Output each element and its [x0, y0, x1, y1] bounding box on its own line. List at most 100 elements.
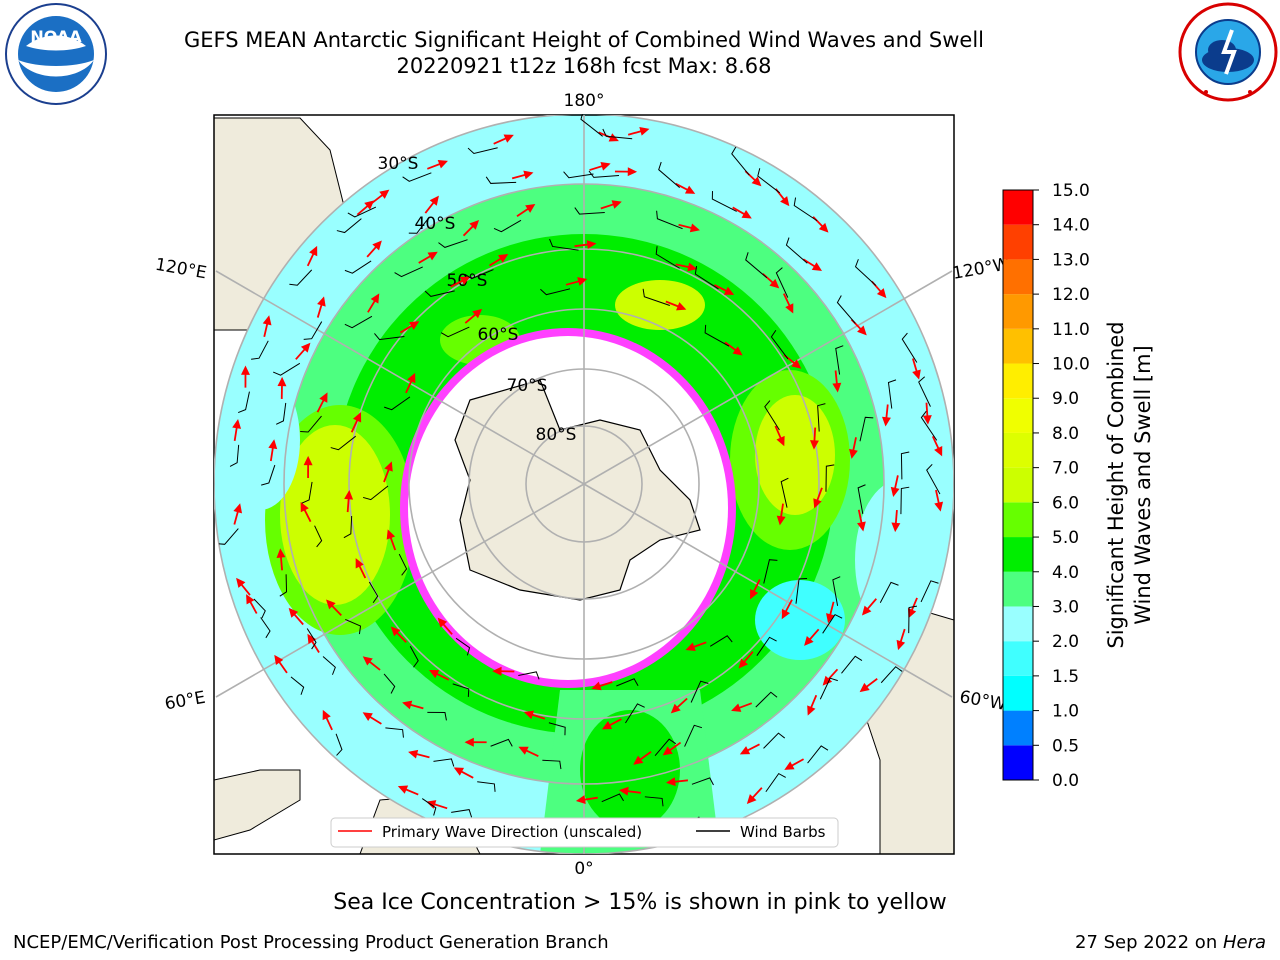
wind-barb [832, 576, 841, 606]
wave-arrow-head [523, 170, 534, 180]
wind-barb [438, 239, 468, 248]
wind-barb [451, 809, 473, 818]
wind-barb [835, 345, 844, 375]
wind-barb [383, 673, 396, 694]
wind-barb [314, 525, 323, 548]
wind-barb [756, 636, 777, 656]
wind-barb [857, 484, 866, 514]
wave-arrow-head [832, 382, 842, 393]
colorbar-segment [1003, 294, 1033, 329]
wave-arrow-head [876, 288, 887, 299]
wave-arrow-head [379, 189, 390, 199]
wave-arrow-head [666, 777, 676, 787]
wind-barb [711, 191, 737, 212]
colorbar-tick-label: 6.0 [1052, 493, 1079, 513]
wind-barb [374, 333, 405, 341]
colorbar-border [1002, 189, 1034, 781]
wave-arrow-head [362, 656, 373, 666]
wind-barb [335, 733, 343, 756]
colorbar-segment [1003, 571, 1033, 607]
wave-arrow-head [303, 455, 313, 466]
wave-arrow-head [689, 223, 700, 233]
wave-arrow-head [857, 521, 866, 532]
wave-arrow-head [322, 709, 331, 721]
lat-label-50s: 50°S [447, 271, 488, 291]
wave-arrow-head [309, 245, 318, 257]
wave-arrow-head [670, 703, 681, 714]
wave-arrow-head [437, 160, 448, 169]
wave-arrow-head [608, 133, 619, 142]
wave-arrow-head [922, 415, 932, 425]
colorbar-segment [1003, 710, 1033, 746]
wind-barb [616, 678, 639, 687]
wave-arrow-head [896, 639, 906, 651]
wave-arrow-head [319, 392, 328, 403]
wave-arrow-head [355, 558, 364, 569]
colorbar-segment [1003, 259, 1033, 295]
wave-arrow-head [662, 746, 673, 756]
land-antarctica [454, 379, 701, 601]
colorbar-tick-label: 5.0 [1052, 528, 1079, 548]
sea-ice-note: Sea Ice Concentration > 15% is shown in … [333, 890, 947, 915]
wave-arrow-head [364, 200, 375, 210]
wind-barb [684, 724, 703, 747]
wave-arrow-head [731, 703, 742, 712]
wind-barb [344, 260, 372, 274]
colorbar-segment [1003, 328, 1033, 364]
colorbar-tick-label: 4.0 [1052, 563, 1079, 583]
colorbar-tick-label: 13.0 [1052, 250, 1090, 270]
colorbar-tick-label: 1.0 [1052, 702, 1079, 722]
wave-arrow-head [776, 435, 785, 447]
wind-barb [825, 464, 835, 492]
wind-barb [306, 628, 317, 650]
wind-barb [819, 677, 838, 700]
wave-arrow-head [236, 577, 246, 588]
wave-arrow-head [233, 503, 243, 514]
wind-barb [920, 410, 938, 441]
legend-wind-barbs-label: Wind Barbs [740, 823, 826, 841]
wind-barb [362, 485, 389, 501]
wind-barb [477, 781, 496, 792]
wave-arrow-head [804, 635, 814, 646]
wave-direction-arrows [232, 127, 944, 842]
wind-barb [580, 114, 603, 137]
wave-arrow-head [386, 529, 396, 540]
wind-barb [654, 738, 677, 757]
wind-barb [709, 635, 733, 647]
noaa-logo: NOAA [5, 3, 107, 105]
lon-label-60w: 60°W [958, 687, 1008, 715]
wave-arrow-head [407, 372, 416, 384]
wave-arrow-head [934, 501, 944, 512]
wind-barb [690, 680, 709, 703]
wind-barb [658, 161, 681, 189]
wave-arrow-head [791, 359, 802, 369]
wave-arrow-head [746, 794, 757, 804]
colorbar-segment [1003, 467, 1033, 503]
lon-label-60e: 60°E [163, 688, 207, 715]
wind-barb [655, 246, 680, 269]
wave-arrow-head [459, 276, 471, 285]
wave-arrow-head [882, 416, 891, 427]
wave-arrow-head [813, 498, 822, 509]
wind-barb [807, 745, 829, 764]
wave-arrow-head [627, 167, 638, 177]
wave-arrow-head [685, 642, 696, 651]
colorbar-tick-label: 7.0 [1052, 459, 1079, 479]
wind-barb [238, 391, 250, 414]
colorbar-segment [1003, 190, 1033, 225]
wave-arrow-head [384, 461, 393, 472]
wave-arrow-head [769, 278, 780, 289]
wind-barbs [216, 114, 941, 844]
wind-barb [260, 617, 271, 639]
wind-barb [817, 403, 826, 432]
wave-arrow-head [288, 607, 299, 618]
lon-label-120e: 120°E [154, 255, 208, 284]
wave-arrow-head [826, 613, 835, 624]
wind-barb [656, 210, 683, 230]
colorbar-segment [1003, 641, 1033, 676]
wind-barb [385, 727, 404, 738]
colorbar-tick-label: 14.0 [1052, 216, 1090, 236]
wave-arrow-head [586, 240, 597, 250]
lat-label-60s: 60°S [478, 325, 519, 345]
colorbar-segment [1003, 398, 1033, 433]
